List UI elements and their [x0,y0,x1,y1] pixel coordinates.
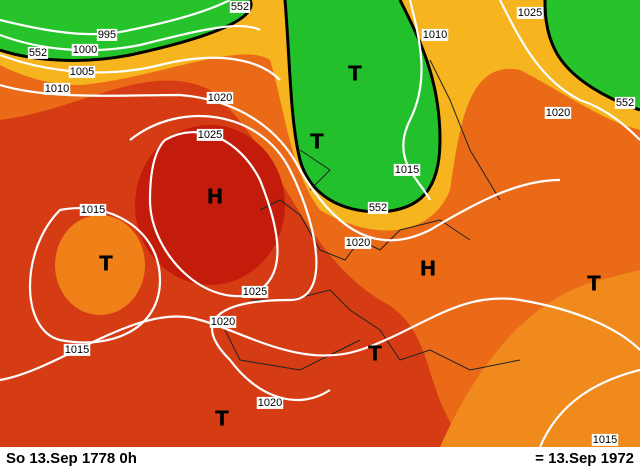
label-background [591,433,619,446]
label-background [206,91,234,104]
isobar-label: 1025 [243,286,267,298]
low-core [55,215,145,315]
label-background [256,396,284,409]
orange-region [0,0,640,447]
pressure-center: T [348,62,362,86]
footer-date: So 13.Sep 1778 0h [6,450,137,467]
label-background [241,285,269,298]
label-background [393,163,421,176]
green-region [545,0,640,110]
isobar-label: 1010 [45,83,69,95]
isobar-label: 552 [231,1,249,13]
label-background [79,203,107,216]
isobar-label: 1020 [211,316,235,328]
footer-analog-date: = 13.Sep 1972 [535,450,634,467]
pressure-center: T [215,407,229,431]
isobar-label: 1010 [423,29,447,41]
label-background [421,28,449,41]
isobar-label: 552 [369,202,387,214]
high-core [135,125,285,285]
footer-bar [0,447,640,471]
label-background [63,343,91,356]
label-background [43,82,71,95]
label-background [209,315,237,328]
pressure-center: H [420,257,437,281]
label-background [196,128,224,141]
label-background [68,65,96,78]
isobar-label: 552 [616,97,634,109]
isobar-label: 1020 [208,92,232,104]
isobar-label: 1015 [65,344,89,356]
label-background [229,0,251,13]
isobar-label: 1000 [73,44,97,56]
coastline [219,59,521,371]
pressure-center: H [207,185,224,209]
label-background [344,236,372,249]
isobar-label: 1015 [81,204,105,216]
isobar-label: 1025 [198,129,222,141]
isobar-labels: 995 1000 1005 1010 552 552 552 552 1020 … [27,0,636,446]
pressure-center: T [310,130,324,154]
pressure-center: T [368,342,382,366]
label-background [96,28,118,41]
label-background [27,46,49,59]
pressure-centers: T T H T H T T T [99,62,601,431]
isobar-label: 1005 [70,66,94,78]
pressure-center: T [587,272,601,296]
isobar-label: 552 [29,47,47,59]
green-region [285,0,440,212]
isobar-label: 1015 [593,434,617,446]
pressure-center: T [99,252,113,276]
label-background [71,43,99,56]
label-background [516,6,544,19]
isobar-label: 1015 [395,164,419,176]
isobar-label: 1020 [546,107,570,119]
orange-region [440,270,640,447]
label-background [544,106,572,119]
label-background [614,96,636,109]
isobar-label: 1025 [518,7,542,19]
isobar-label: 1020 [346,237,370,249]
isobar-label: 995 [98,29,116,41]
label-background [367,201,389,214]
isobar-label: 1020 [258,397,282,409]
